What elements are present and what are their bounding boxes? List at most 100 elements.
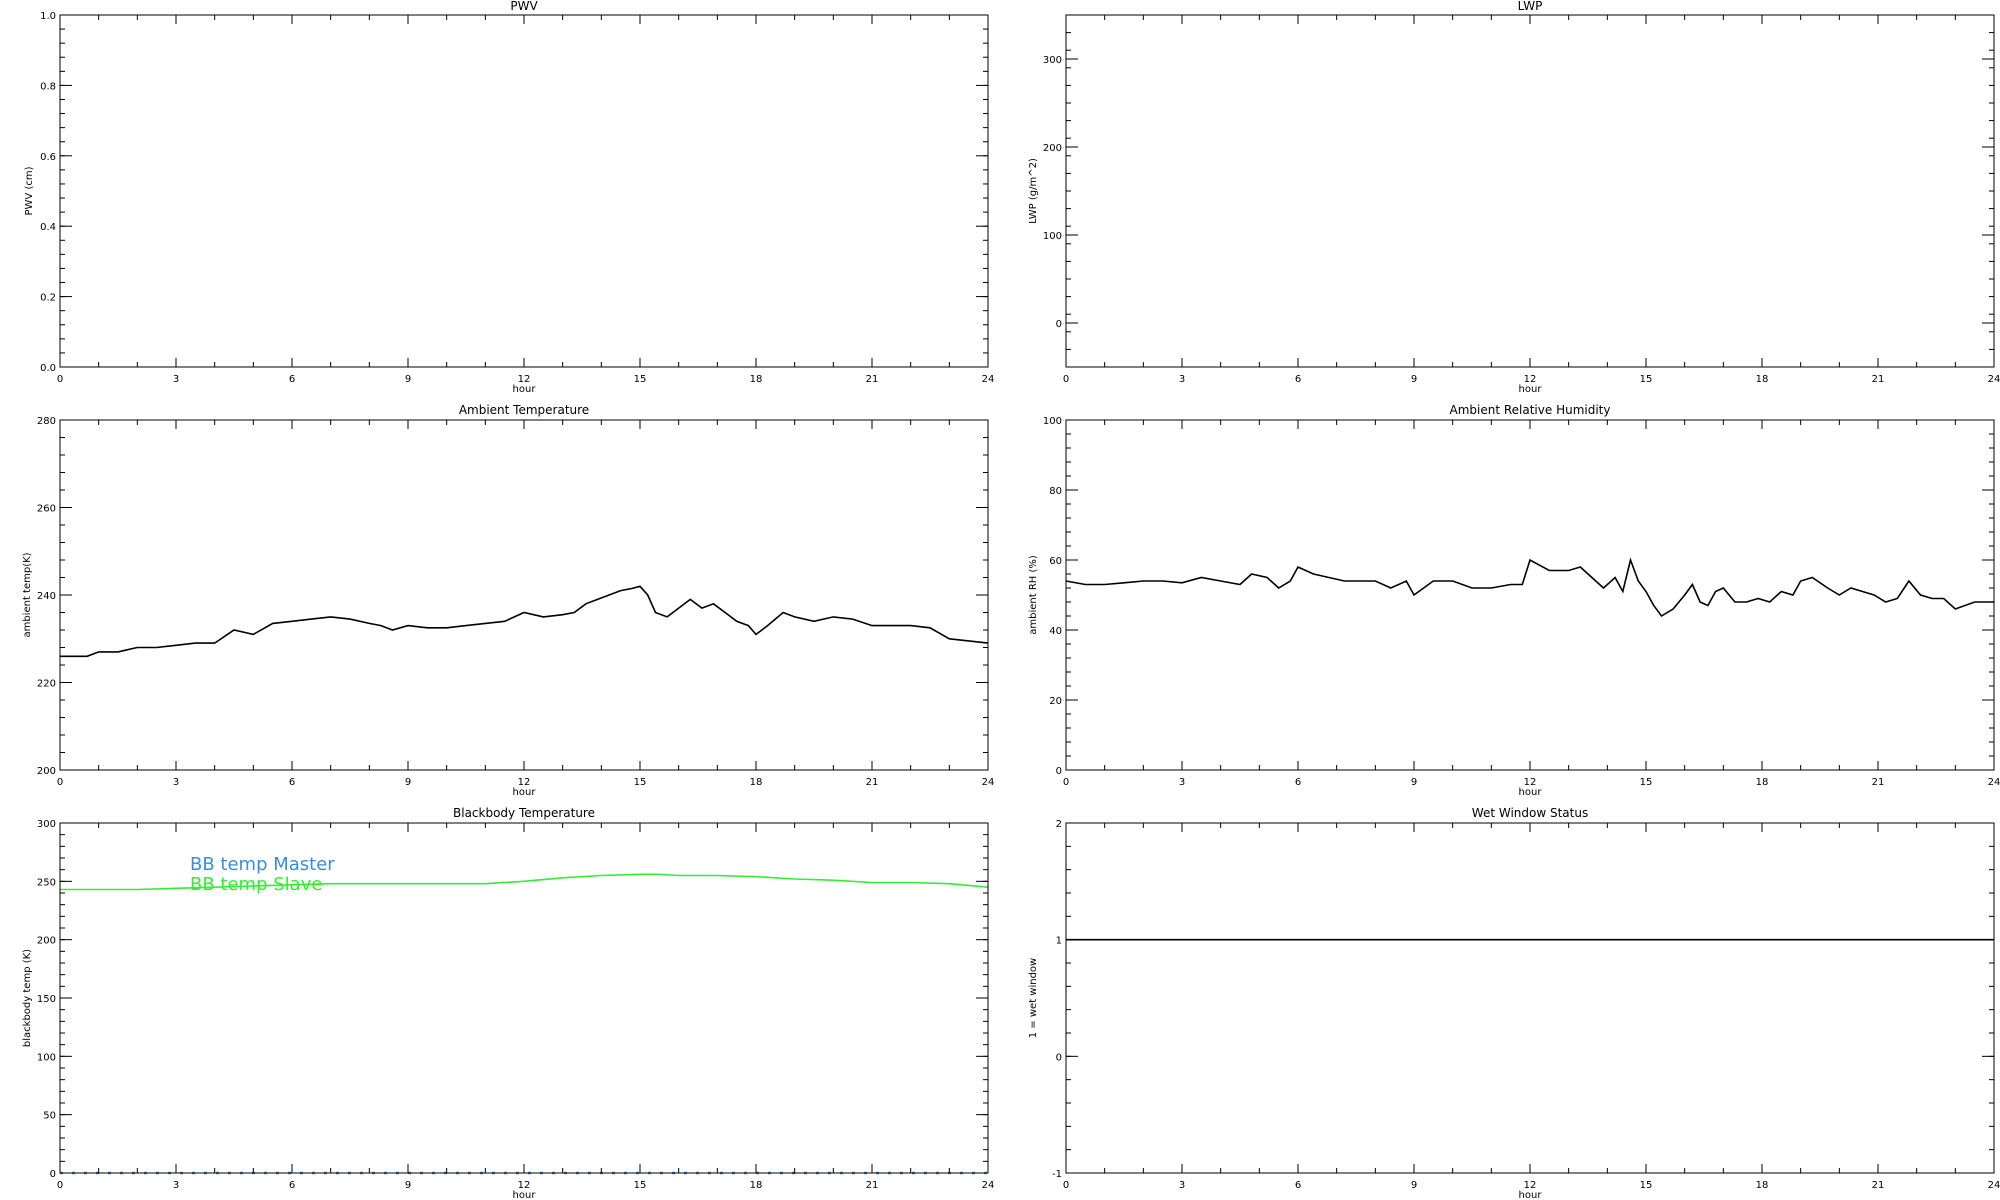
x-tick-label: 0 — [1063, 1180, 1069, 1191]
x-tick-label: 21 — [1872, 1180, 1885, 1191]
x-tick-label: 15 — [634, 777, 647, 788]
x-tick-label: 18 — [1756, 777, 1769, 788]
y-axis-label: ambient temp(K) — [22, 552, 33, 637]
y-tick-label: 250 — [37, 877, 56, 888]
y-axis-label: LWP (g/m^2) — [1028, 158, 1039, 224]
y-tick-label: 0.0 — [40, 363, 56, 374]
x-tick-label: 15 — [1640, 374, 1653, 385]
x-tick-label: 6 — [289, 777, 295, 788]
x-tick-label: 18 — [1756, 1180, 1769, 1191]
legend-label-slave: BB temp Slave — [190, 874, 322, 895]
y-tick-label: 260 — [37, 504, 56, 515]
y-tick-label: 0.6 — [40, 152, 56, 163]
y-tick-label: 2 — [1056, 819, 1062, 830]
chart-title: Blackbody Temperature — [453, 806, 595, 820]
x-tick-label: 9 — [405, 777, 411, 788]
chart-title: Wet Window Status — [1472, 806, 1588, 820]
x-tick-label: 24 — [1988, 777, 2000, 788]
y-tick-label: 100 — [1043, 416, 1062, 427]
x-tick-label: 9 — [405, 374, 411, 385]
y-axis-label: 1 = wet window — [1028, 958, 1039, 1038]
x-tick-label: 18 — [750, 374, 763, 385]
x-tick-label: 15 — [634, 374, 647, 385]
y-tick-label: 300 — [37, 819, 56, 830]
y-tick-label: 0 — [1056, 766, 1062, 777]
y-tick-label: 20 — [1049, 696, 1062, 707]
y-tick-label: 0.2 — [40, 293, 56, 304]
x-tick-label: 24 — [982, 374, 995, 385]
y-tick-label: 150 — [37, 994, 56, 1005]
x-tick-label: 0 — [57, 1180, 63, 1191]
plot-frame — [1065, 822, 1995, 1174]
x-tick-label: 6 — [289, 1180, 295, 1191]
panel-ambient-temperature: Ambient Temperature hour ambient temp(K)… — [22, 403, 994, 798]
x-tick-label: 21 — [866, 374, 879, 385]
y-tick-label: 200 — [37, 766, 56, 777]
plot-frame — [59, 419, 989, 771]
y-tick-label: 300 — [1043, 55, 1062, 66]
x-tick-label: 12 — [518, 1180, 531, 1191]
panel-blackbody-temperature: Blackbody Temperature hour blackbody tem… — [22, 806, 994, 1200]
y-tick-label: 100 — [1043, 231, 1062, 242]
x-tick-label: 12 — [518, 777, 531, 788]
x-axis-label: hour — [513, 384, 537, 395]
x-tick-label: 24 — [1988, 374, 2000, 385]
x-tick-label: 18 — [1756, 374, 1769, 385]
y-tick-label: 80 — [1049, 486, 1062, 497]
x-tick-label: 3 — [173, 374, 179, 385]
plot-frame — [1065, 14, 1995, 368]
chart-title: LWP — [1518, 0, 1543, 13]
chart-title: PWV — [510, 0, 538, 13]
x-tick-label: 18 — [750, 1180, 763, 1191]
x-tick-label: 12 — [518, 374, 531, 385]
x-axis-label: hour — [1519, 384, 1543, 395]
y-tick-label: 0 — [1056, 1052, 1062, 1063]
y-tick-label: 240 — [37, 591, 56, 602]
x-axis-label: hour — [1519, 1190, 1543, 1200]
x-tick-label: 15 — [1640, 777, 1653, 788]
x-tick-label: 24 — [1988, 1180, 2000, 1191]
panel-ambient-relative-humidity: Ambient Relative Humidity hour ambient R… — [1028, 403, 2000, 798]
y-tick-label: 0 — [50, 1169, 56, 1180]
x-tick-label: 9 — [1411, 374, 1417, 385]
y-tick-label: 50 — [43, 1111, 56, 1122]
y-tick-label: 40 — [1049, 626, 1062, 637]
panel-pwv: PWV hour PWV (cm) 0 3 6 9 12 15 18 21 24 0.0 0.2 0.… — [24, 0, 994, 395]
x-axis-label: hour — [513, 787, 537, 798]
x-tick-label: 3 — [173, 777, 179, 788]
x-tick-label: 12 — [1524, 777, 1537, 788]
x-tick-label: 6 — [1295, 777, 1301, 788]
y-tick-label: 0 — [1056, 319, 1062, 330]
chart-title: Ambient Temperature — [459, 403, 589, 417]
x-tick-label: 3 — [1179, 1180, 1185, 1191]
y-tick-label: 60 — [1049, 556, 1062, 567]
x-tick-label: 15 — [1640, 1180, 1653, 1191]
y-tick-label: 200 — [37, 936, 56, 947]
x-tick-label: 15 — [634, 1180, 647, 1191]
x-tick-label: 6 — [1295, 374, 1301, 385]
y-tick-label: 0.8 — [40, 81, 56, 92]
plot-frame — [1065, 419, 1995, 771]
y-tick-label: 280 — [37, 416, 56, 427]
y-tick-label: 200 — [1043, 143, 1062, 154]
x-tick-label: 12 — [1524, 374, 1537, 385]
x-axis-label: hour — [1519, 787, 1543, 798]
x-tick-label: 18 — [750, 777, 763, 788]
x-tick-label: 3 — [1179, 777, 1185, 788]
x-tick-label: 3 — [173, 1180, 179, 1191]
y-tick-label: 100 — [37, 1052, 56, 1063]
series-line-0 — [60, 585, 989, 658]
x-tick-label: 9 — [1411, 777, 1417, 788]
x-tick-label: 21 — [1872, 777, 1885, 788]
x-tick-label: 6 — [289, 374, 295, 385]
series-line-0 — [1065, 557, 1994, 618]
x-tick-label: 0 — [57, 777, 63, 788]
x-tick-label: 3 — [1179, 374, 1185, 385]
x-tick-label: 24 — [982, 777, 995, 788]
y-tick-label: 1 — [1056, 936, 1062, 947]
x-tick-label: 9 — [405, 1180, 411, 1191]
x-tick-label: 21 — [1872, 374, 1885, 385]
y-axis-label: blackbody temp (K) — [22, 949, 33, 1047]
x-axis-label: hour — [513, 1190, 537, 1200]
